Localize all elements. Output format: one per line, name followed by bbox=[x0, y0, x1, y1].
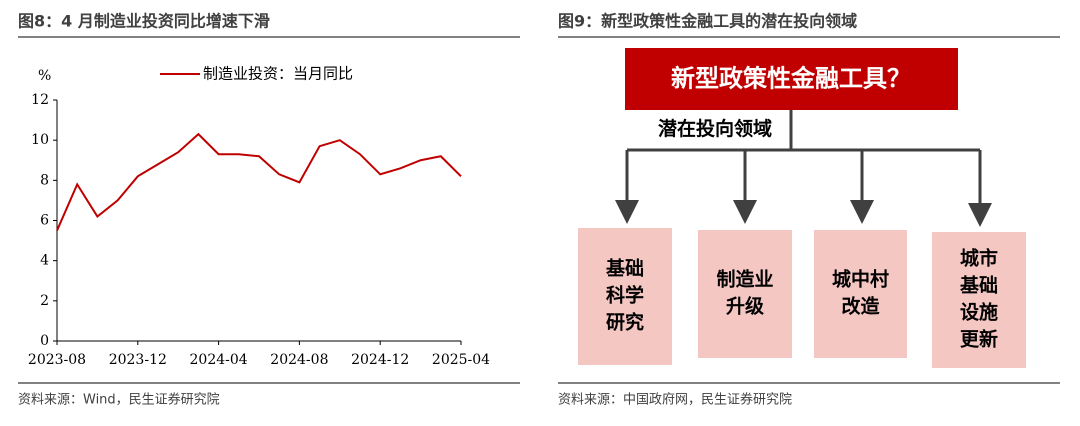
node-box bbox=[814, 230, 907, 358]
y-tick-label: 0 bbox=[40, 333, 49, 349]
x-tick-label: 2025-04 bbox=[432, 352, 490, 368]
node-label: 基础 bbox=[959, 274, 998, 297]
node-label: 制造业 bbox=[716, 268, 773, 291]
node-label: 更新 bbox=[960, 328, 998, 351]
source: 资料来源：中国政府网，民生证券研究院 bbox=[558, 392, 792, 408]
node-label: 升级 bbox=[726, 295, 764, 318]
x-tick-label: 2023-08 bbox=[28, 352, 86, 368]
node-label: 科学 bbox=[606, 284, 644, 307]
y-tick-label: 2 bbox=[40, 293, 49, 309]
y-tick-label: 6 bbox=[40, 213, 49, 229]
y-tick-label: 10 bbox=[31, 132, 49, 148]
node-box bbox=[578, 228, 672, 365]
legend-label: 制造业投资：当月同比 bbox=[203, 65, 353, 83]
node-label: 研究 bbox=[606, 311, 644, 334]
root-label: 新型政策性金融工具？ bbox=[671, 64, 911, 93]
figure-title: 图8：4 月制造业投资同比增速下滑 bbox=[18, 12, 270, 31]
branch-label: 潜在投向领域 bbox=[658, 117, 772, 140]
node-label: 改造 bbox=[841, 295, 880, 318]
node-box bbox=[932, 232, 1026, 368]
node-label: 城中村 bbox=[832, 268, 889, 291]
y-label: % bbox=[38, 68, 51, 84]
node-box bbox=[698, 230, 792, 358]
node-label: 城市 bbox=[960, 247, 998, 270]
x-tick-label: 2024-08 bbox=[270, 352, 328, 368]
y-tick-label: 8 bbox=[40, 172, 49, 188]
series-line bbox=[56, 132, 462, 231]
x-tick-label: 2024-12 bbox=[351, 352, 409, 368]
source: 资料来源：Wind，民生证券研究院 bbox=[18, 392, 220, 408]
y-tick-label: 12 bbox=[31, 92, 49, 108]
figure-title: 图9：新型政策性金融工具的潜在投向领域 bbox=[558, 12, 857, 31]
root-box bbox=[625, 48, 958, 110]
node-label: 设施 bbox=[960, 301, 998, 324]
x-tick-label: 2023-12 bbox=[109, 352, 167, 368]
x-tick-label: 2024-04 bbox=[190, 352, 248, 368]
line-chart: 0 2 4 6 8 10 12 2023-08 2023-12 2024-04 2024-08 202… bbox=[28, 65, 490, 369]
y-tick-label: 4 bbox=[40, 253, 49, 269]
connectors bbox=[615, 110, 992, 227]
node-label: 基础 bbox=[605, 257, 644, 280]
